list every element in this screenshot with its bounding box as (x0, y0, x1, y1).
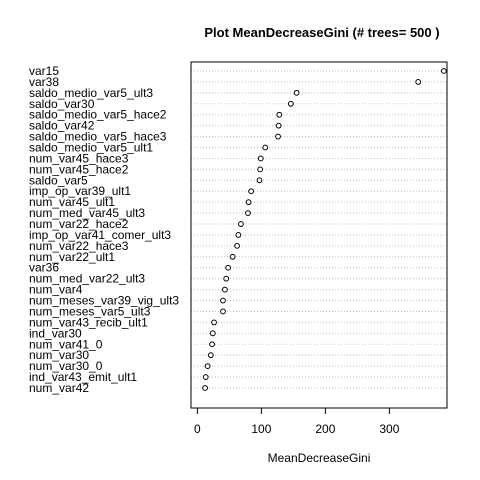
data-point (234, 242, 240, 249)
data-point (287, 100, 294, 107)
variable-label: num_var42 (29, 381, 89, 395)
data-point (257, 166, 264, 173)
variable-label: num_meses_var5_ult3 (29, 304, 151, 318)
variable-label: saldo_medio_var5_hace2 (29, 108, 167, 122)
variable-label: saldo_medio_var5_ult1 (29, 141, 153, 155)
data-point (223, 275, 230, 282)
data-point (209, 330, 216, 337)
data-points (202, 68, 447, 391)
data-point (204, 363, 211, 370)
data-point (245, 199, 252, 206)
x-axis: 0 100 200 300 (194, 407, 400, 436)
data-point (415, 79, 422, 85)
variable-label: saldo_var5 (29, 173, 88, 187)
data-point (202, 385, 208, 391)
data-point (238, 221, 244, 227)
variable-label: imp_op_var41_comer_ult3 (29, 228, 171, 242)
x-axis-label: MeanDecreaseGini (268, 451, 371, 465)
data-point (275, 122, 282, 129)
data-point (440, 68, 447, 74)
plot-frame (190, 61, 448, 409)
variable-label: saldo_medio_var5_hace3 (29, 130, 167, 144)
data-point (235, 232, 242, 238)
variable-label: saldo_var42 (29, 119, 95, 133)
data-point (225, 264, 232, 271)
variable-label: ind_var43_emit_ult1 (29, 370, 137, 384)
variable-label: num_var30 (29, 348, 89, 362)
x-tick-label: 0 (194, 422, 201, 436)
data-point (202, 374, 209, 380)
data-point (211, 319, 217, 326)
x-tick-label: 300 (379, 422, 399, 436)
variable-label: num_var45_ult1 (29, 195, 115, 209)
variable-label: num_var45_hace3 (29, 151, 129, 165)
data-point (245, 210, 251, 216)
variable-label: num_var22_hace2 (29, 217, 129, 231)
variable-label: var36 (29, 261, 59, 275)
data-point (220, 297, 226, 304)
data-point (248, 188, 255, 195)
variable-label: ind_var30 (29, 326, 82, 340)
variable-label: saldo_var30 (29, 97, 95, 111)
variable-label: num_var43_recib_ult1 (29, 315, 148, 329)
variable-label: var15 (29, 64, 59, 78)
variable-label: saldo_medio_var5_ult3 (29, 86, 153, 100)
data-point (222, 286, 228, 293)
variable-label: num_var4 (29, 283, 83, 297)
data-point (229, 253, 236, 260)
data-point (220, 308, 226, 315)
variable-label: var38 (29, 75, 59, 89)
variable-labels: var15var38saldo_medio_var5_ult3saldo_var… (29, 64, 179, 395)
data-point (256, 177, 263, 184)
data-point (275, 133, 281, 140)
data-point (257, 155, 264, 162)
variable-label: num_med_var45_ult3 (29, 206, 145, 220)
variable-label: num_med_var22_ult3 (29, 272, 145, 286)
variable-label: num_var22_hace3 (29, 239, 129, 253)
x-tick-label: 200 (315, 422, 335, 436)
variable-label: num_meses_var39_vig_ult3 (29, 294, 179, 308)
data-point (293, 89, 300, 96)
variable-label: num_var45_hace2 (29, 162, 129, 176)
data-point (207, 352, 214, 359)
chart-title: Plot MeanDecreaseGini (# trees= 500 ) (204, 25, 439, 40)
data-point (209, 341, 216, 348)
variable-label: num_var41_0 (29, 337, 103, 351)
data-point (262, 144, 269, 151)
variable-label: imp_op_var39_ult1 (29, 184, 131, 198)
x-tick-label: 100 (251, 422, 271, 436)
variable-label: num_var30_0 (29, 359, 103, 373)
variable-label: num_var22_ult1 (29, 250, 115, 264)
data-point (276, 111, 283, 118)
grid-lines (191, 70, 447, 389)
